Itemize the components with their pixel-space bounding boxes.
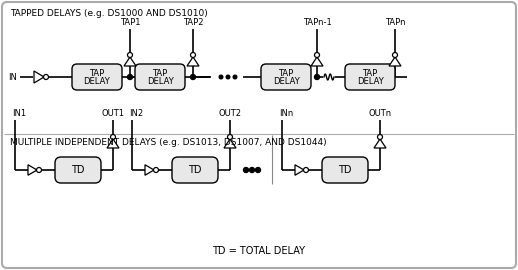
Circle shape [127, 52, 133, 58]
FancyBboxPatch shape [72, 64, 122, 90]
Text: INn: INn [279, 109, 293, 118]
Text: IN1: IN1 [12, 109, 26, 118]
FancyBboxPatch shape [345, 64, 395, 90]
Text: TAP: TAP [152, 69, 168, 79]
Text: DELAY: DELAY [83, 77, 110, 86]
Text: TAP1: TAP1 [120, 18, 140, 27]
FancyBboxPatch shape [55, 157, 101, 183]
Polygon shape [34, 71, 44, 83]
Polygon shape [107, 139, 119, 148]
Circle shape [314, 52, 320, 58]
Polygon shape [145, 165, 154, 175]
Circle shape [191, 75, 195, 79]
Text: IN2: IN2 [129, 109, 143, 118]
Circle shape [153, 167, 159, 173]
Polygon shape [374, 139, 386, 148]
Polygon shape [124, 57, 136, 66]
Text: TAP: TAP [278, 69, 294, 79]
Circle shape [233, 75, 237, 79]
FancyBboxPatch shape [2, 2, 516, 268]
Text: TAP: TAP [363, 69, 378, 79]
Circle shape [243, 167, 249, 173]
Text: OUTn: OUTn [368, 109, 392, 118]
Text: TD: TD [338, 165, 352, 175]
FancyBboxPatch shape [172, 157, 218, 183]
Text: TD = TOTAL DELAY: TD = TOTAL DELAY [212, 246, 306, 256]
Circle shape [227, 134, 233, 140]
Text: OUT1: OUT1 [102, 109, 124, 118]
Text: TD: TD [71, 165, 85, 175]
Circle shape [36, 167, 41, 173]
Circle shape [378, 134, 382, 140]
Text: DELAY: DELAY [272, 77, 299, 86]
Circle shape [44, 75, 49, 79]
Text: DELAY: DELAY [147, 77, 174, 86]
Circle shape [250, 167, 254, 173]
Text: TAP: TAP [90, 69, 105, 79]
Circle shape [127, 75, 133, 79]
Text: TAPPED DELAYS (e.g. DS1000 AND DS1010): TAPPED DELAYS (e.g. DS1000 AND DS1010) [10, 9, 208, 18]
Text: TAPn: TAPn [385, 18, 405, 27]
FancyBboxPatch shape [135, 64, 185, 90]
Circle shape [393, 52, 397, 58]
Polygon shape [311, 57, 323, 66]
Text: MULTIPLE INDEPENDENT DELAYS (e.g. DS1013, DS1007, AND DS1044): MULTIPLE INDEPENDENT DELAYS (e.g. DS1013… [10, 138, 327, 147]
Polygon shape [224, 139, 236, 148]
Polygon shape [295, 165, 304, 175]
Circle shape [304, 167, 309, 173]
Circle shape [226, 75, 230, 79]
Polygon shape [389, 57, 401, 66]
Polygon shape [187, 57, 199, 66]
Text: DELAY: DELAY [356, 77, 383, 86]
Circle shape [255, 167, 261, 173]
Circle shape [219, 75, 223, 79]
Circle shape [314, 75, 320, 79]
FancyBboxPatch shape [261, 64, 311, 90]
Polygon shape [28, 165, 37, 175]
Text: OUT2: OUT2 [219, 109, 241, 118]
Circle shape [191, 52, 195, 58]
Text: IN: IN [8, 73, 17, 82]
Text: TD: TD [188, 165, 202, 175]
Text: TAP2: TAP2 [183, 18, 203, 27]
Circle shape [110, 134, 116, 140]
Text: TAPn-1: TAPn-1 [303, 18, 332, 27]
FancyBboxPatch shape [322, 157, 368, 183]
